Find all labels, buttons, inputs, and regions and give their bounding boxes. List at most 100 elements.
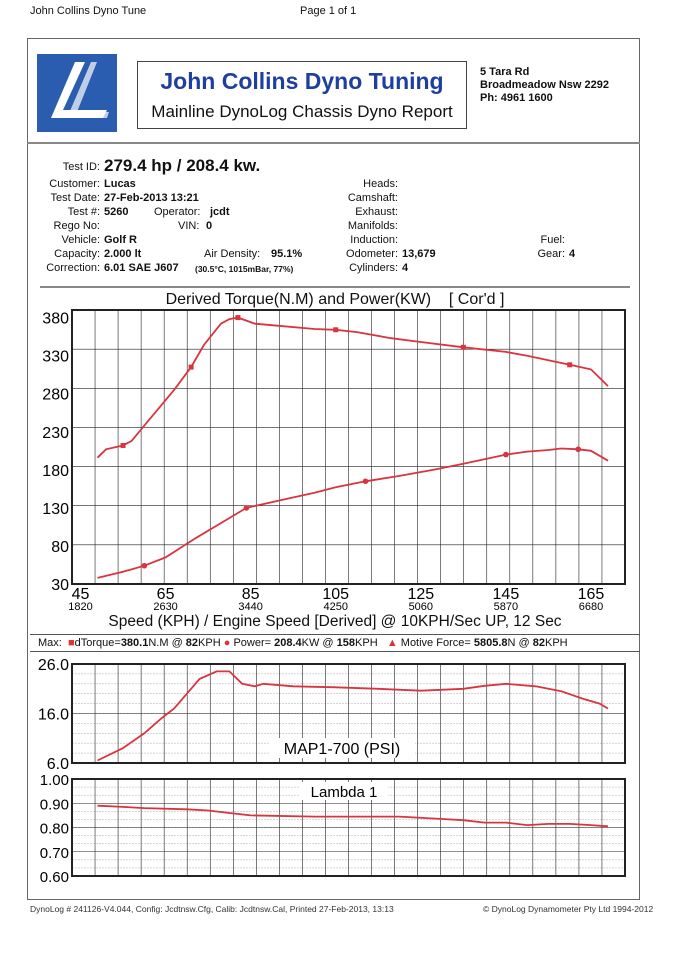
- title-box: John Collins Dyno Tuning Mainline DynoLo…: [137, 61, 467, 129]
- plot-border: [71, 778, 626, 877]
- y-tick-label: 26.0: [38, 657, 69, 674]
- capacity: 2.000 lt: [104, 248, 142, 260]
- operator-label: Operator:: [154, 206, 201, 218]
- x-tick-label: 65: [157, 586, 175, 603]
- y-tick-label: 330: [42, 349, 69, 366]
- max-values-row: Max: ■dTorque=380.1N.M @ 82KPH ● Power= …: [30, 634, 640, 652]
- capacity-label: Capacity:: [54, 248, 100, 260]
- data-point-marker: [567, 362, 573, 368]
- x-tick-label-rpm: 5060: [409, 601, 433, 613]
- date-label: Test Date:: [50, 192, 100, 204]
- unit: KPH: [544, 637, 568, 649]
- x-tick-label: 165: [578, 586, 605, 603]
- data-point-marker: [243, 505, 250, 511]
- series-line-dtorque: [96, 316, 609, 459]
- y-tick-label: 280: [42, 387, 69, 404]
- unit: KPH: [198, 637, 221, 649]
- customer-label: Customer:: [49, 178, 100, 190]
- label-background: [300, 782, 388, 800]
- series-line-power: [97, 447, 609, 579]
- power-at: 158: [336, 637, 356, 649]
- vin-label: VIN:: [178, 220, 200, 232]
- footer-right: © DynoLog Dynamometer Pty Ltd 1994-2012: [483, 904, 654, 914]
- chart-title-suffix: [ Cor'd ]: [448, 291, 505, 308]
- triangle-marker-icon: ▲: [386, 637, 398, 649]
- gear-label: Gear:: [537, 248, 565, 260]
- cylinders-label: Cylinders:: [349, 262, 398, 274]
- map-chart-title: MAP1-700 (PSI): [284, 741, 400, 758]
- x-tick-label: 85: [242, 586, 260, 603]
- max-torque: 380.1: [120, 637, 149, 649]
- y-tick-label: 0.90: [40, 796, 69, 813]
- camshaft-label: Camshaft:: [347, 192, 398, 204]
- series-line-map1-700: [97, 670, 609, 762]
- y-tick-label: 380: [42, 311, 69, 328]
- data-point-marker: [141, 562, 148, 569]
- label-background: [270, 738, 415, 758]
- page-number: Page 1 of 1: [300, 5, 357, 17]
- data-point-marker: [575, 446, 582, 453]
- x-tick-label: 125: [407, 586, 434, 603]
- y-tick-label: 130: [42, 501, 69, 518]
- torque-unit: N.M @: [148, 637, 183, 649]
- force-unit: N @: [507, 637, 530, 649]
- cylinders: 4: [402, 262, 409, 274]
- induction-label: Induction:: [350, 234, 398, 246]
- fuel-label: Fuel:: [540, 234, 565, 246]
- air-density-label: Air Density:: [204, 248, 261, 260]
- square-marker-icon: ■: [67, 637, 75, 649]
- company-logo: [37, 54, 117, 132]
- test-number: 5260: [104, 206, 129, 218]
- company-name: John Collins Dyno Tuning: [160, 68, 444, 94]
- circle-marker-icon: ●: [223, 637, 231, 649]
- correction-label: Correction:: [46, 262, 100, 274]
- main-chart-title: Derived Torque(N.M) and Power(KW) [ Cor'…: [30, 291, 640, 309]
- chart-title: Derived Torque(N.M) and Power(KW): [165, 291, 432, 308]
- max-power: 208.4: [274, 637, 302, 649]
- gear: 4: [569, 248, 576, 260]
- y-tick-label: 1.00: [40, 772, 69, 789]
- y-tick-label: 180: [42, 463, 69, 480]
- y-tick-label: 30: [51, 577, 69, 594]
- unit: KPH: [355, 637, 378, 649]
- exhaust-label: Exhaust:: [355, 206, 398, 218]
- odometer: 13,679: [402, 248, 436, 260]
- y-tick-label: 0.70: [40, 845, 69, 862]
- report-frame: [27, 38, 640, 900]
- test-date: 27-Feb-2013 13:21: [104, 192, 199, 204]
- divider: [40, 286, 630, 288]
- manifolds-label: Manifolds:: [347, 220, 398, 232]
- page-title: John Collins Dyno Tune: [30, 5, 147, 17]
- data-point-marker: [120, 442, 126, 448]
- phone: Ph: 4961 1600: [480, 92, 553, 104]
- operator: jcdt: [210, 206, 230, 218]
- x-axis-label: Speed (KPH) / Engine Speed [Derived] @ 1…: [108, 613, 562, 630]
- x-tick-label-rpm: 1820: [68, 601, 92, 613]
- data-point-marker: [460, 344, 466, 350]
- data-point-marker: [235, 315, 241, 321]
- vin: 0: [206, 220, 213, 232]
- address-line: Broadmeadow Nsw 2292: [480, 79, 609, 91]
- y-tick-label: 80: [51, 539, 69, 556]
- report-subtitle: Mainline DynoLog Chassis Dyno Report: [151, 102, 453, 121]
- report-header: John Collins Dyno Tuning Mainline DynoLo…: [27, 38, 640, 144]
- air-density: 95.1%: [271, 248, 303, 260]
- data-point-marker: [503, 451, 509, 458]
- data-point-marker: [362, 478, 369, 485]
- x-tick-label-rpm: 4250: [323, 601, 347, 613]
- x-tick-label-rpm: 3440: [238, 601, 262, 613]
- x-tick-label: 45: [72, 586, 90, 603]
- address-line: 5 Tara Rd: [480, 66, 530, 78]
- plot-border: [71, 663, 626, 764]
- torque-label: dTorque=: [74, 637, 121, 649]
- test-id-label: Test ID:: [62, 161, 100, 173]
- y-tick-label: 230: [42, 425, 69, 442]
- heads-label: Heads:: [363, 178, 398, 190]
- force-at: 82: [532, 637, 545, 649]
- vehicle: Golf R: [104, 234, 137, 246]
- y-tick-label: 0.80: [40, 821, 69, 838]
- x-tick-label: 145: [493, 586, 520, 603]
- data-point-marker: [333, 327, 339, 333]
- torque-at: 82: [185, 637, 199, 649]
